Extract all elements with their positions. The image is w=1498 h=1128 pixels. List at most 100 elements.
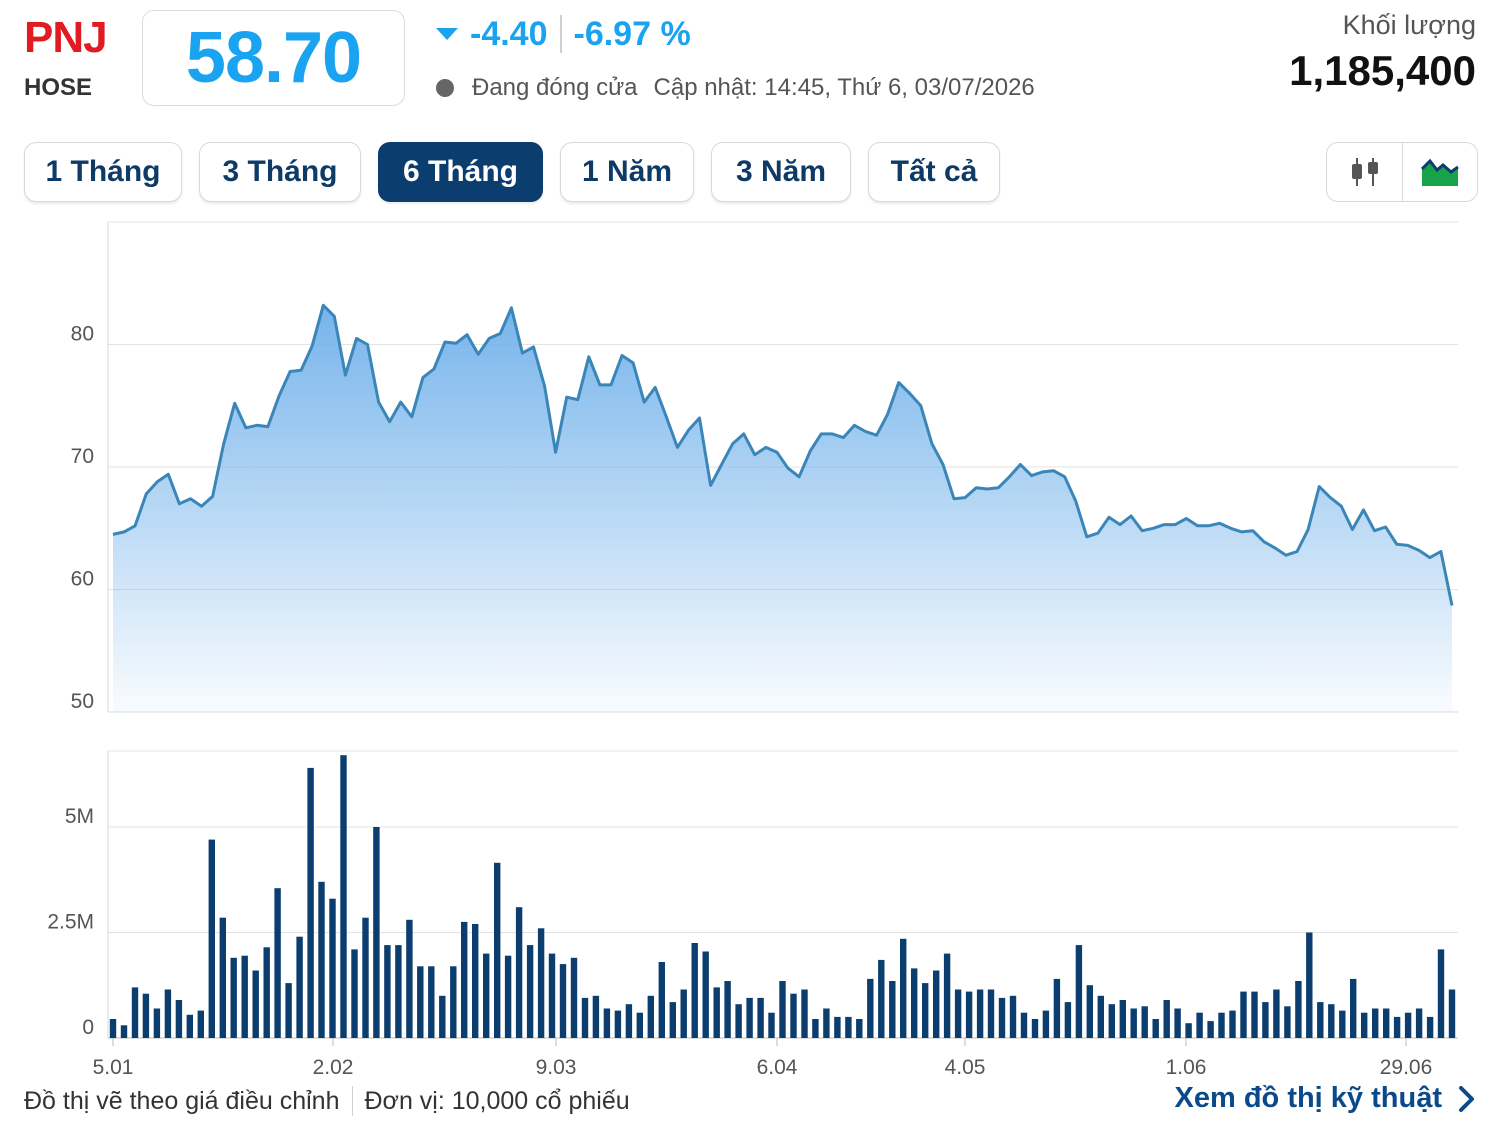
volume-bar	[779, 981, 786, 1038]
volume-bar	[537, 928, 545, 1038]
candlestick-icon	[1351, 158, 1378, 186]
price-y-tick-label: 70	[71, 445, 94, 468]
adjusted-price-note: Đồ thị vẽ theo giá điều chỉnh	[24, 1086, 340, 1115]
volume-bar	[340, 755, 347, 1038]
volume-bar	[1317, 1002, 1324, 1038]
volume-bar	[285, 983, 292, 1038]
volume-bar	[1108, 1004, 1115, 1038]
volume-bar	[526, 945, 534, 1038]
volume-bar	[472, 924, 479, 1038]
x-axis: 5.01 2.02 9.03 6.04 4.05 1.06 29.06	[93, 1038, 1433, 1079]
tab-6-months[interactable]: 6 Tháng	[378, 142, 543, 202]
volume-bar	[691, 943, 698, 1038]
volume-bar	[1196, 1012, 1203, 1038]
volume-bar	[559, 964, 567, 1038]
volume-bar	[428, 966, 435, 1039]
volume-bar	[1240, 991, 1247, 1038]
volume-bar	[987, 989, 995, 1038]
volume-bar	[922, 983, 929, 1038]
volume-bar	[252, 970, 259, 1038]
volume-bar	[965, 991, 973, 1038]
exchange-name: HOSE	[24, 74, 93, 101]
volume-bar	[208, 839, 215, 1038]
volume-y-tick-label: 5M	[65, 805, 94, 828]
volume-bar	[1339, 1010, 1346, 1038]
volume-bar	[120, 1025, 128, 1038]
volume-bar	[263, 947, 270, 1038]
volume-bar	[911, 968, 918, 1038]
tab-1-month[interactable]: 1 Tháng	[24, 142, 182, 202]
x-axis-label: 29.06	[1380, 1056, 1433, 1079]
volume-bar	[219, 917, 226, 1038]
volume-bar	[1207, 1021, 1214, 1038]
divider	[559, 15, 562, 53]
volume-bar	[186, 1014, 193, 1038]
price-box: 58.70	[142, 10, 405, 106]
volume-bar	[1448, 989, 1456, 1038]
volume-bar	[504, 955, 512, 1038]
volume-bar	[318, 881, 325, 1038]
volume-bar	[724, 981, 731, 1038]
volume-bar	[1064, 1002, 1072, 1038]
x-axis-label: 9.03	[536, 1056, 577, 1079]
tab-all[interactable]: Tất cả	[868, 142, 1000, 202]
volume-bar	[1372, 1008, 1379, 1038]
area-chart-button[interactable]	[1402, 143, 1477, 201]
market-status-row: Đang đóng cửa Cập nhật: 14:45, Thứ 6, 03…	[436, 74, 1035, 102]
current-price: 58.70	[185, 18, 362, 98]
volume-bar	[164, 989, 172, 1038]
volume-bar	[1031, 1019, 1039, 1038]
technical-chart-link[interactable]: Xem đồ thị kỹ thuật	[1175, 1082, 1476, 1115]
volume-bar	[1262, 1002, 1269, 1038]
volume-bar	[329, 898, 336, 1038]
volume-bar	[581, 997, 589, 1038]
volume-bar	[515, 907, 523, 1038]
volume-bar	[461, 921, 468, 1038]
volume-bar	[406, 919, 413, 1038]
volume-bar	[1273, 989, 1280, 1038]
price-y-tick-label: 80	[71, 323, 94, 346]
ticker-symbol: PNJ	[24, 13, 108, 62]
volume-bar	[713, 987, 720, 1038]
chart-type-switch	[1326, 142, 1478, 202]
volume-bar	[1328, 1004, 1335, 1038]
volume-bar	[1404, 1012, 1412, 1038]
volume-block: Khối lượng 1,185,400	[1289, 10, 1476, 95]
volume-panel: 0 2.5M 5M	[47, 750, 1458, 1039]
market-status: Đang đóng cửa	[472, 74, 638, 101]
volume-bar	[1020, 1012, 1028, 1038]
volume-bar	[702, 951, 709, 1038]
volume-bar	[867, 978, 874, 1038]
volume-bar	[1009, 995, 1017, 1038]
volume-bar	[823, 1008, 830, 1038]
volume-bar	[757, 997, 764, 1038]
area-chart-icon	[1421, 158, 1459, 186]
volume-bar	[845, 1016, 852, 1038]
price-change-percent: -6.97 %	[573, 14, 691, 53]
volume-bar	[1130, 1008, 1137, 1038]
volume-bar	[603, 1008, 611, 1038]
volume-bar	[636, 1012, 643, 1038]
volume-bar	[1141, 1006, 1148, 1038]
volume-bar	[900, 938, 907, 1038]
volume-bar	[307, 767, 314, 1038]
volume-bar	[801, 989, 808, 1038]
volume-bar	[889, 981, 896, 1038]
volume-bar	[1383, 1008, 1390, 1038]
x-axis-label: 1.06	[1166, 1056, 1207, 1079]
volume-bar	[1306, 932, 1313, 1038]
volume-bar	[746, 997, 753, 1038]
tab-3-years[interactable]: 3 Năm	[711, 142, 851, 202]
chevron-right-icon	[1459, 1085, 1474, 1112]
volume-bar	[878, 959, 885, 1038]
volume-bar	[1437, 949, 1445, 1038]
volume-y-tick-label: 2.5M	[47, 910, 94, 933]
candlestick-chart-button[interactable]	[1327, 143, 1402, 201]
tab-3-months[interactable]: 3 Tháng	[199, 142, 361, 202]
volume-bar	[417, 966, 424, 1039]
tab-1-year[interactable]: 1 Năm	[560, 142, 694, 202]
volume-bar	[658, 962, 665, 1038]
price-change-row: -4.40 -6.97 %	[436, 14, 691, 54]
volume-bar	[1075, 945, 1083, 1038]
volume-bar	[439, 995, 446, 1038]
